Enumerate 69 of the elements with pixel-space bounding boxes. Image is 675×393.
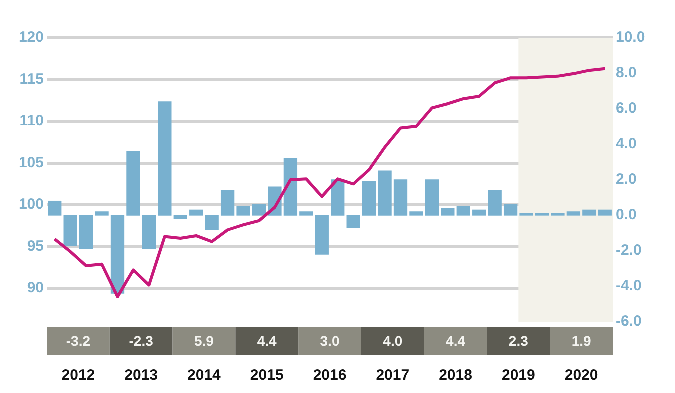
bar [488,190,502,216]
bar [410,212,424,216]
y2-tick-label: -6.0 [616,313,642,330]
bar [362,181,376,216]
y-tick-label: 110 [20,112,44,130]
text: 4.4 [257,332,278,349]
y2-tick-label: 0.0 [616,206,637,224]
bar [378,170,392,216]
text: 1.9 [572,332,592,349]
bar [205,215,219,230]
y2-tick-label: 4.0 [616,136,637,153]
y-tick-label: 100 [18,196,44,214]
bar [126,151,140,216]
y-tick-label: 95 [27,238,44,255]
bar [315,215,329,255]
text: -2.3 [129,332,154,349]
x-tick-label: 2019 [502,367,536,384]
bar [535,213,550,216]
bar [331,180,345,216]
bar [284,158,298,216]
bar [158,102,172,216]
bar [472,210,486,216]
bar [394,180,408,216]
bar [300,212,314,216]
bar [551,213,565,216]
y2-tick-label: 6.0 [616,100,637,118]
x-tick-label: 2018 [439,367,472,384]
bar [582,210,596,216]
bar [252,204,266,216]
bar [504,204,518,216]
y2-tick-label: -4.0 [616,278,642,295]
x-tick-label: 2017 [376,367,410,384]
bar [79,215,94,250]
bar [456,206,470,216]
text: 4.0 [383,332,403,349]
bar [95,212,109,216]
x-tick-label: 2014 [188,367,222,384]
y2-tick-label: 10.0 [616,29,646,46]
y-tick-label: 115 [20,70,44,88]
text: 3.0 [320,332,340,349]
text: -3.2 [66,332,91,349]
y2-tick-label: -2.0 [616,242,642,260]
x-tick-label: 2016 [313,367,347,384]
x-tick-label: 2015 [250,367,284,384]
bar [64,215,78,246]
y-tick-label: 120 [18,29,44,46]
x-tick-label: 2020 [564,367,598,384]
y-tick-label: 90 [27,280,44,297]
bar [190,210,204,216]
y2-tick-label: 2.0 [616,171,637,188]
bar [220,190,235,216]
bar [441,208,455,216]
text: 5.9 [194,332,214,349]
text: 2.3 [508,332,529,349]
bar [174,215,188,220]
bar [566,212,581,216]
bar [142,215,156,250]
text: 4.4 [446,332,466,349]
x-tick-label: 2012 [62,367,96,384]
x-tick-label: 2013 [124,367,158,384]
bar [110,215,125,294]
bar [520,213,534,216]
bar [346,215,360,228]
bar [236,206,250,216]
y2-tick-label: 8.0 [616,64,637,82]
bar [425,180,440,216]
bar [48,200,62,216]
bar [598,210,612,216]
y-tick-label: 105 [18,154,44,172]
